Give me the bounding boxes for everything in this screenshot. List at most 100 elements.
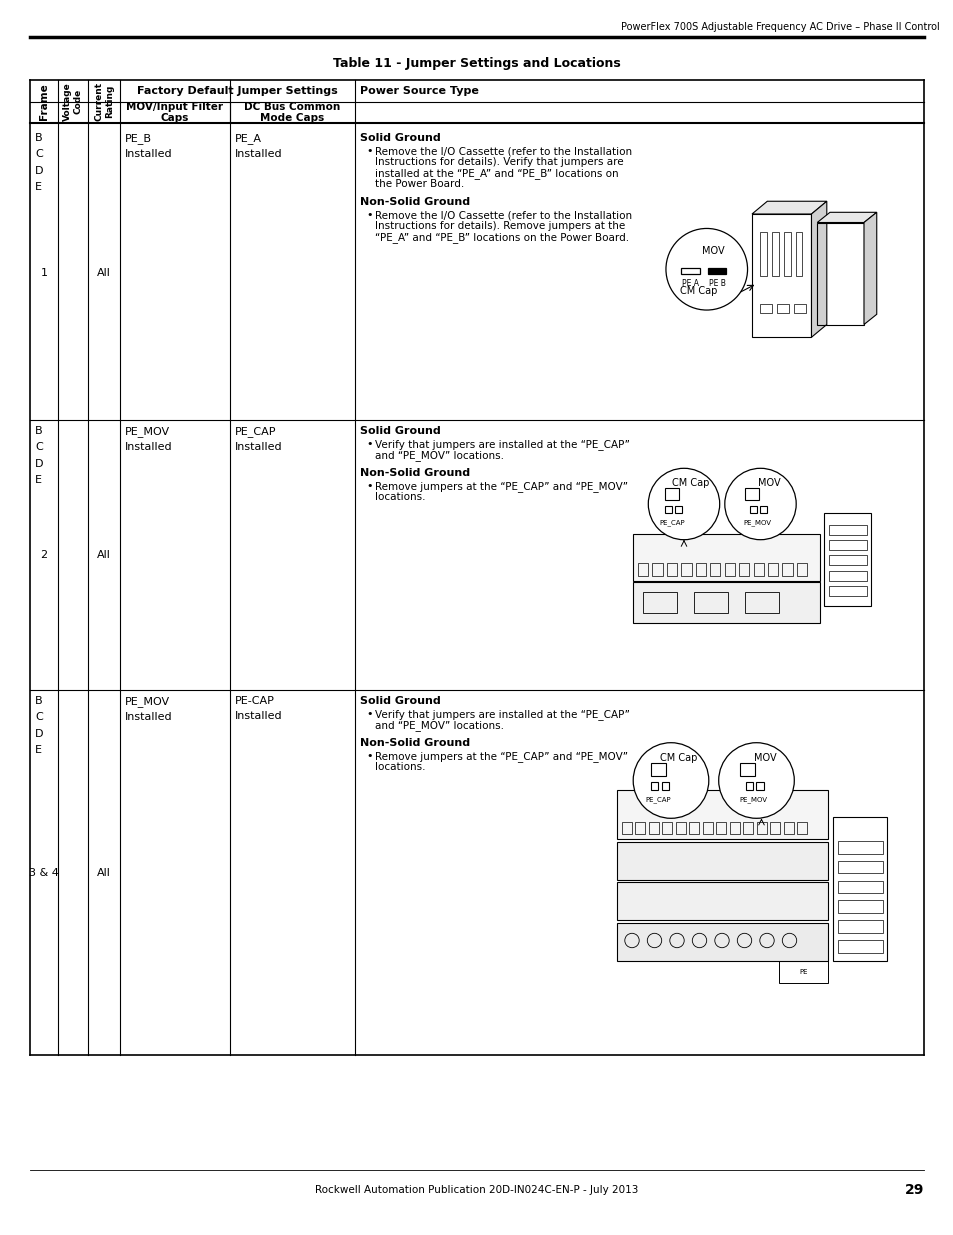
Bar bbox=[664, 488, 679, 500]
Text: •: • bbox=[366, 709, 372, 719]
Text: Non-Solid Ground: Non-Solid Ground bbox=[359, 739, 470, 748]
Text: PE_CAP: PE_CAP bbox=[659, 519, 684, 526]
Text: •: • bbox=[366, 210, 372, 220]
Bar bbox=[702, 823, 712, 834]
Bar bbox=[828, 525, 866, 535]
Bar bbox=[729, 823, 740, 834]
Bar bbox=[642, 592, 677, 613]
Text: PE_CAP
Installed: PE_CAP Installed bbox=[234, 426, 282, 452]
Bar bbox=[617, 923, 827, 961]
Text: Table 11 - Jumper Settings and Locations: Table 11 - Jumper Settings and Locations bbox=[333, 57, 620, 70]
Bar bbox=[680, 563, 691, 576]
Bar bbox=[760, 304, 771, 312]
Text: CM Cap: CM Cap bbox=[659, 753, 696, 763]
Bar bbox=[676, 823, 685, 834]
Bar bbox=[823, 513, 870, 606]
Bar bbox=[837, 861, 882, 873]
Bar bbox=[675, 505, 681, 513]
Text: PE_A
Installed: PE_A Installed bbox=[234, 133, 282, 159]
Bar bbox=[828, 585, 866, 597]
Bar bbox=[633, 534, 820, 580]
Text: Remove jumpers at the “PE_CAP” and “PE_MOV”: Remove jumpers at the “PE_CAP” and “PE_M… bbox=[375, 751, 627, 762]
Text: Solid Ground: Solid Ground bbox=[359, 697, 440, 706]
Text: PE_B
Installed: PE_B Installed bbox=[125, 133, 172, 159]
Bar bbox=[661, 782, 668, 789]
Bar bbox=[651, 782, 658, 789]
Bar bbox=[742, 823, 753, 834]
Text: PE B: PE B bbox=[708, 279, 724, 289]
Bar bbox=[633, 582, 820, 622]
Bar bbox=[744, 488, 758, 500]
Bar bbox=[837, 900, 882, 913]
Text: Factory Default Jumper Settings: Factory Default Jumper Settings bbox=[137, 86, 337, 96]
Bar bbox=[635, 823, 645, 834]
Bar bbox=[828, 540, 866, 550]
Text: PE-CAP
Installed: PE-CAP Installed bbox=[234, 697, 282, 721]
Bar bbox=[781, 563, 792, 576]
Text: Remove the I/O Cassette (refer to the Installation: Remove the I/O Cassette (refer to the In… bbox=[375, 146, 632, 156]
Text: PE_MOV: PE_MOV bbox=[739, 797, 766, 804]
Text: installed at the “PE_A” and “PE_B” locations on: installed at the “PE_A” and “PE_B” locat… bbox=[375, 168, 618, 179]
Text: Current
Rating: Current Rating bbox=[94, 82, 113, 121]
Text: MOV/Input Filter
Caps: MOV/Input Filter Caps bbox=[127, 101, 223, 124]
Circle shape bbox=[718, 742, 794, 819]
Polygon shape bbox=[817, 212, 876, 222]
Text: the Power Board.: the Power Board. bbox=[375, 179, 464, 189]
Text: PE_MOV: PE_MOV bbox=[742, 519, 770, 526]
Bar bbox=[837, 841, 882, 853]
Bar bbox=[783, 823, 793, 834]
Text: Power Source Type: Power Source Type bbox=[359, 86, 478, 96]
Bar bbox=[638, 563, 647, 576]
Text: All: All bbox=[97, 867, 111, 878]
Text: Instructions for details). Remove jumpers at the: Instructions for details). Remove jumper… bbox=[375, 221, 624, 231]
Bar bbox=[617, 842, 827, 879]
Bar bbox=[753, 563, 763, 576]
Text: “PE_A” and “PE_B” locations on the Power Board.: “PE_A” and “PE_B” locations on the Power… bbox=[375, 232, 628, 243]
Bar bbox=[837, 940, 882, 952]
Text: Non-Solid Ground: Non-Solid Ground bbox=[359, 468, 470, 478]
Text: PE A: PE A bbox=[681, 279, 699, 289]
Bar bbox=[680, 268, 700, 273]
Text: B
C
D
E: B C D E bbox=[35, 133, 44, 193]
Bar bbox=[828, 571, 866, 580]
Bar bbox=[617, 882, 827, 920]
Bar bbox=[707, 268, 725, 273]
Bar bbox=[666, 563, 677, 576]
Text: PE_MOV
Installed: PE_MOV Installed bbox=[125, 697, 172, 721]
Text: •: • bbox=[366, 146, 372, 156]
Circle shape bbox=[633, 742, 708, 819]
Text: All: All bbox=[97, 268, 111, 279]
Circle shape bbox=[648, 468, 719, 540]
Bar bbox=[749, 505, 757, 513]
Bar bbox=[756, 782, 763, 789]
Text: Remove the I/O Cassette (refer to the Installation: Remove the I/O Cassette (refer to the In… bbox=[375, 210, 632, 220]
Text: and “PE_MOV” locations.: and “PE_MOV” locations. bbox=[375, 450, 503, 461]
Text: CM Cap: CM Cap bbox=[672, 478, 709, 488]
Text: Voltage
Code: Voltage Code bbox=[63, 82, 83, 121]
Bar bbox=[771, 232, 778, 275]
Polygon shape bbox=[863, 212, 876, 325]
Bar bbox=[651, 763, 665, 776]
Polygon shape bbox=[811, 201, 826, 337]
Bar bbox=[760, 505, 766, 513]
Bar bbox=[817, 222, 863, 325]
Circle shape bbox=[724, 468, 796, 540]
Text: Rockwell Automation Publication 20D-IN024C-EN-P - July 2013: Rockwell Automation Publication 20D-IN02… bbox=[315, 1186, 638, 1195]
Bar bbox=[760, 232, 766, 275]
Bar bbox=[744, 592, 779, 613]
Bar bbox=[617, 789, 827, 839]
Bar bbox=[751, 214, 811, 337]
Bar bbox=[648, 823, 659, 834]
Text: Solid Ground: Solid Ground bbox=[359, 133, 440, 143]
Text: Non-Solid Ground: Non-Solid Ground bbox=[359, 198, 470, 207]
Bar bbox=[740, 763, 754, 776]
Text: Frame: Frame bbox=[39, 83, 49, 120]
Bar bbox=[837, 881, 882, 893]
Text: 1: 1 bbox=[40, 268, 48, 279]
Text: B
C
D
E: B C D E bbox=[35, 426, 44, 485]
Text: B
C
D
E: B C D E bbox=[35, 697, 44, 755]
Text: Instructions for details). Verify that jumpers are: Instructions for details). Verify that j… bbox=[375, 157, 623, 167]
Bar bbox=[693, 592, 727, 613]
Bar bbox=[661, 823, 672, 834]
Bar bbox=[745, 782, 752, 789]
